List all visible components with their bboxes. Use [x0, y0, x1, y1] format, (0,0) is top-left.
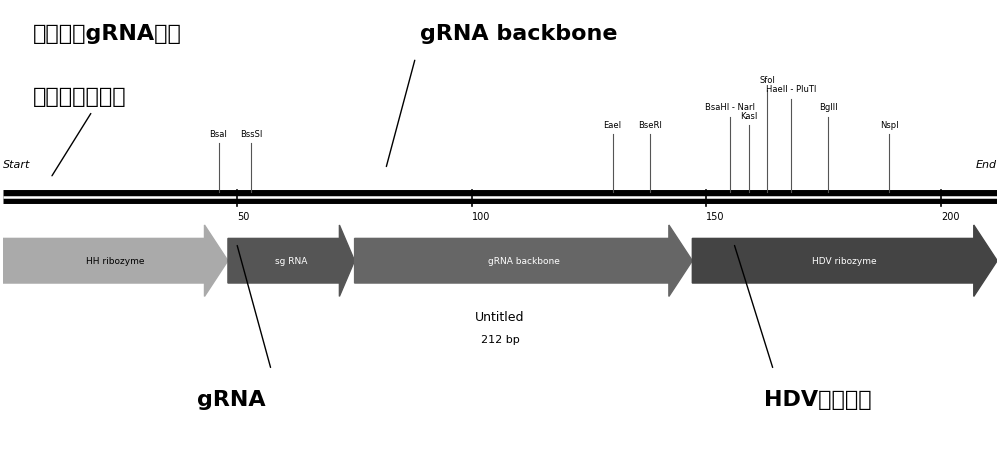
Text: KasI: KasI: [740, 112, 757, 121]
FancyArrow shape: [692, 226, 997, 297]
Text: 100: 100: [472, 211, 490, 221]
Text: NspI: NspI: [880, 121, 899, 130]
Text: SfoI: SfoI: [759, 76, 775, 85]
FancyArrow shape: [3, 226, 228, 297]
Text: sg RNA: sg RNA: [275, 257, 307, 266]
Text: 200: 200: [941, 211, 959, 221]
Text: HDV ribozyme: HDV ribozyme: [812, 257, 877, 266]
FancyArrow shape: [355, 226, 692, 297]
Text: 150: 150: [706, 211, 725, 221]
Text: 作用的病毒序列: 作用的病毒序列: [33, 86, 126, 106]
Text: EaeI: EaeI: [604, 121, 622, 130]
Text: Start: Start: [3, 160, 30, 170]
Text: HaeII - PluTI: HaeII - PluTI: [766, 85, 816, 94]
FancyArrow shape: [228, 226, 355, 297]
Text: 212 bp: 212 bp: [481, 334, 519, 344]
Text: Untitled: Untitled: [475, 310, 525, 323]
Text: gRNA: gRNA: [197, 389, 266, 409]
Text: HH ribozyme: HH ribozyme: [86, 257, 145, 266]
Text: BssSI: BssSI: [240, 129, 263, 138]
Text: HDV核酸序列: HDV核酸序列: [764, 389, 872, 409]
Text: 具有起始gRNA转录: 具有起始gRNA转录: [33, 24, 181, 44]
Text: BsaI: BsaI: [210, 129, 227, 138]
Text: gRNA backbone: gRNA backbone: [420, 24, 618, 44]
Text: BglII: BglII: [819, 103, 838, 112]
Text: BsaHI - NarI: BsaHI - NarI: [705, 103, 755, 112]
Text: 50: 50: [237, 211, 250, 221]
Text: End: End: [976, 160, 997, 170]
Text: gRNA backbone: gRNA backbone: [488, 257, 559, 266]
Text: BseRI: BseRI: [638, 121, 662, 130]
